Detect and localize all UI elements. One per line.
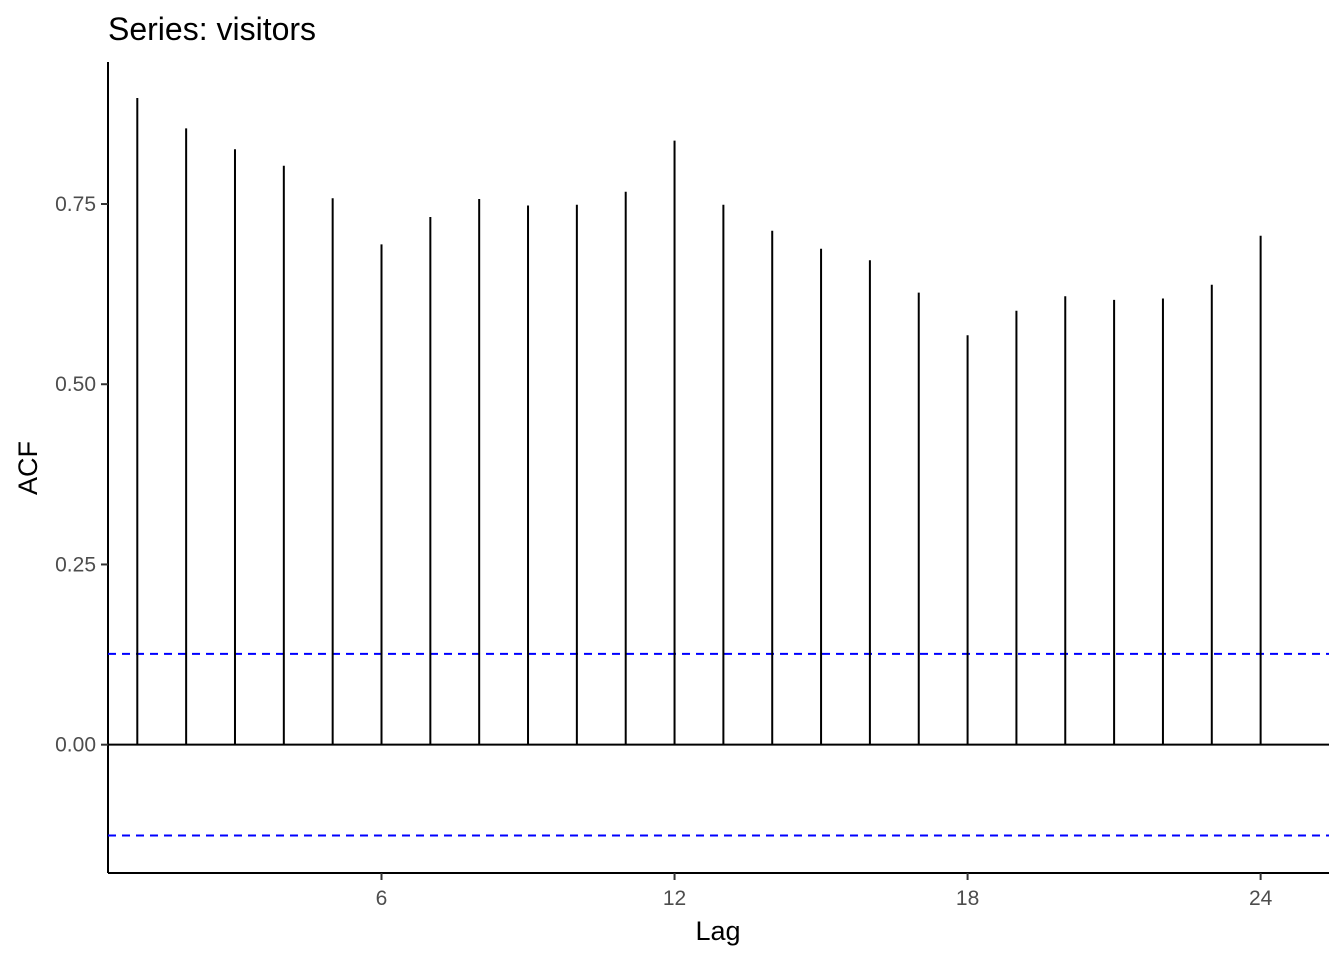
y-tick-label: 0.50 (55, 373, 96, 396)
y-axis-title: ACF (13, 441, 43, 495)
chart-title: Series: visitors (108, 11, 316, 47)
x-tick-label: 12 (663, 887, 686, 910)
y-tick-label: 0.00 (55, 734, 96, 757)
x-axis-title: Lag (695, 916, 740, 946)
x-tick-label: 24 (1249, 887, 1273, 910)
x-tick-label: 6 (376, 887, 388, 910)
y-tick-label: 0.25 (55, 553, 96, 576)
x-tick-label: 18 (956, 887, 979, 910)
y-tick-label: 0.75 (55, 193, 96, 216)
plot-area: 0.00 0.25 0.50 0.75 6 12 18 24 (55, 62, 1329, 910)
